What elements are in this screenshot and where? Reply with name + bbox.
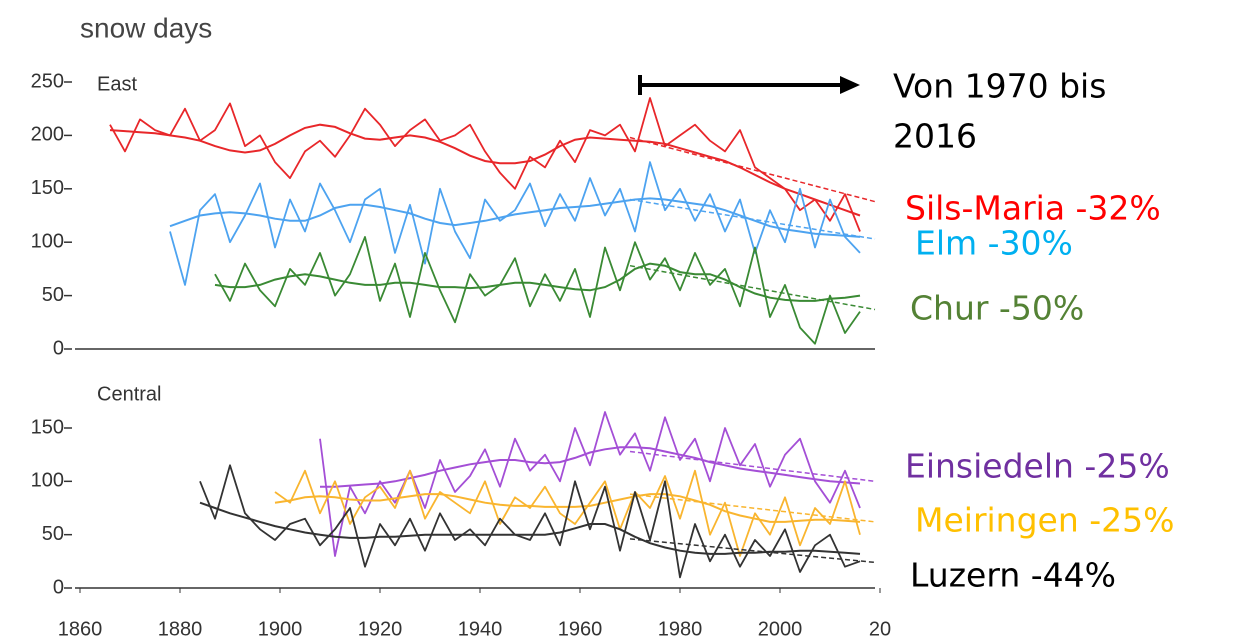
trend-line <box>629 198 876 240</box>
y-tick-label: 0 <box>53 576 64 598</box>
data-line <box>109 97 861 232</box>
annotation: 2016 <box>893 117 977 156</box>
y-tick-label: 100 <box>31 230 64 252</box>
data-line <box>274 469 861 557</box>
legend-label: Luzern -44% <box>910 556 1116 595</box>
x-tick-label: 20 <box>869 618 891 640</box>
trend-line <box>629 538 876 564</box>
data-line <box>214 236 861 345</box>
chart-title: snow days <box>80 12 212 43</box>
trend-line <box>629 450 876 483</box>
legend-label: Einsiedeln -25% <box>905 447 1170 486</box>
smooth-line <box>214 262 861 302</box>
smooth-line <box>320 446 861 488</box>
y-tick-label: 150 <box>31 177 64 199</box>
x-tick-label: 1960 <box>558 618 603 640</box>
y-tick-label: 0 <box>53 337 64 359</box>
trend-line <box>629 493 876 523</box>
smooth-line <box>274 493 861 523</box>
legend-label: Sils-Maria -32% <box>905 189 1161 228</box>
y-tick-label: 50 <box>42 284 64 306</box>
y-tick-label: 200 <box>31 124 64 146</box>
y-tick-label: 150 <box>31 416 64 438</box>
panel-title: East <box>97 73 137 95</box>
x-tick-label: 2000 <box>758 618 803 640</box>
trend-line <box>629 136 876 203</box>
legend-label: Elm -30% <box>915 224 1073 263</box>
annotation: Von 1970 bis <box>893 67 1106 106</box>
data-line <box>169 161 861 286</box>
smooth-line <box>169 197 861 238</box>
legend-label: Meiringen -25% <box>915 501 1175 540</box>
x-tick-label: 1940 <box>458 618 503 640</box>
y-tick-label: 50 <box>42 523 64 545</box>
data-line <box>199 464 861 579</box>
smooth-line <box>199 501 861 555</box>
x-tick-label: 1980 <box>658 618 703 640</box>
legend-label: Chur -50% <box>910 289 1084 328</box>
y-tick-label: 100 <box>31 470 64 492</box>
arrow-head <box>840 76 860 94</box>
x-tick-label: 1860 <box>58 618 103 640</box>
x-tick-label: 1920 <box>358 618 403 640</box>
panel-title: Central <box>97 383 161 405</box>
x-tick-label: 1900 <box>258 618 303 640</box>
x-tick-label: 1880 <box>158 618 203 640</box>
y-tick-label: 250 <box>31 70 64 92</box>
trend-line <box>629 264 876 311</box>
